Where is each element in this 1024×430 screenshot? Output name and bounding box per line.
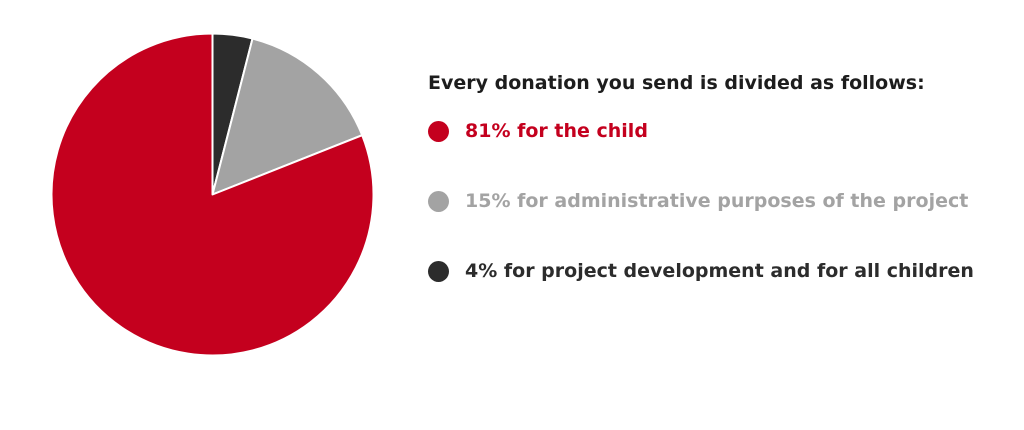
legend-dot-development-icon — [428, 260, 449, 282]
legend-item-development: 4% for project development and for all c… — [428, 258, 1008, 284]
pie-slice-administrative — [211, 37, 364, 196]
pie-slice-child — [50, 32, 375, 357]
legend-label-child: 81% for the child — [465, 120, 648, 142]
legend-dot-administrative-icon — [428, 190, 449, 212]
legend-item-administrative: 15% for administrative purposes of the p… — [428, 188, 1008, 214]
legend-label-development: 4% for project development and for all c… — [465, 260, 974, 282]
legend-label-administrative: 15% for administrative purposes of the p… — [465, 190, 969, 212]
legend-item-child: 81% for the child — [428, 118, 1008, 144]
chart-legend: Every donation you send is divided as fo… — [428, 70, 1008, 284]
pie-chart — [50, 32, 375, 357]
chart-title: Every donation you send is divided as fo… — [428, 72, 925, 94]
legend-dot-child-icon — [428, 120, 449, 142]
